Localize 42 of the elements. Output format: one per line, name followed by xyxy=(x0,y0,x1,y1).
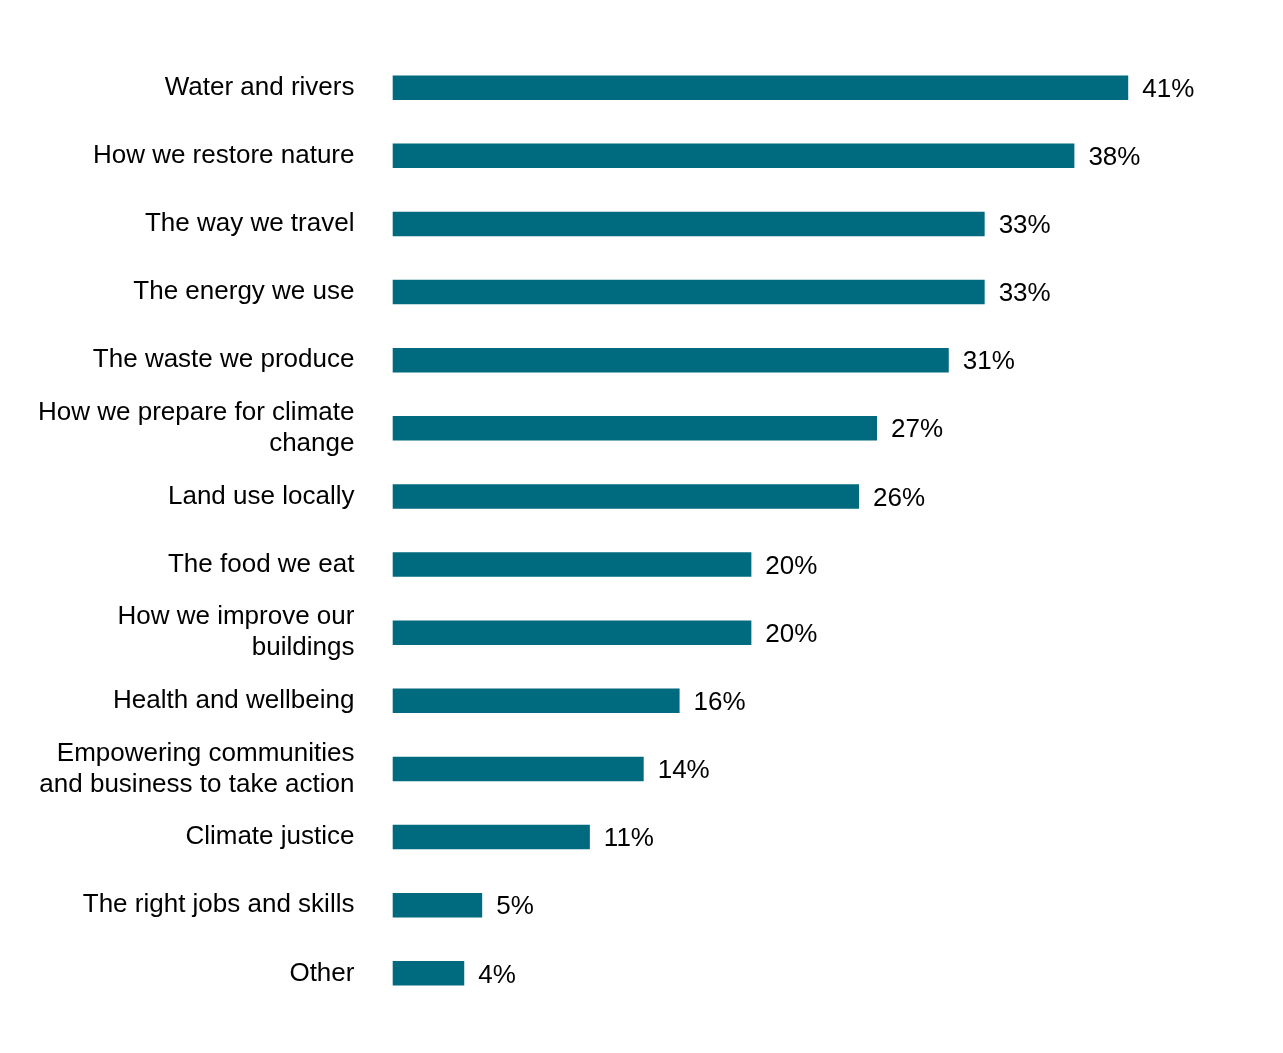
data-label: 33% xyxy=(998,209,1051,240)
data-label: 20% xyxy=(765,617,818,648)
y-tick-label: Land use locally xyxy=(167,479,355,510)
bar xyxy=(392,552,752,577)
y-tick-label: The energy we use xyxy=(133,275,355,306)
data-label: 11% xyxy=(603,822,654,853)
data-label: 26% xyxy=(873,481,926,512)
bar xyxy=(392,620,752,645)
bar xyxy=(392,688,680,714)
bar xyxy=(392,211,985,237)
bar xyxy=(392,347,949,373)
y-tick-label: The way we travel xyxy=(144,207,355,238)
data-label: 27% xyxy=(890,413,944,444)
y-tick-label: The waste we produce xyxy=(92,343,355,374)
data-label: 5% xyxy=(496,890,534,921)
y-tick-label: How we restore nature xyxy=(92,138,355,169)
bar xyxy=(392,756,644,782)
y-tick-label: Water and rivers xyxy=(164,70,355,101)
y-tick-label: The food we eat xyxy=(167,547,356,578)
bar xyxy=(392,416,877,441)
bar xyxy=(392,824,590,850)
y-tick-label: The right jobs and skills xyxy=(82,888,355,919)
bar xyxy=(392,75,1129,100)
y-tick-label: How we prepare for climate change xyxy=(37,395,355,458)
data-label: 14% xyxy=(657,754,710,785)
data-label: 4% xyxy=(478,958,516,989)
data-label: 38% xyxy=(1088,140,1141,171)
bar xyxy=(392,279,985,305)
data-label: 16% xyxy=(693,685,746,716)
y-tick-label: How we improve our buildings xyxy=(117,600,355,662)
data-label: 33% xyxy=(998,277,1051,308)
y-tick-label: Other xyxy=(289,956,355,987)
data-label: 31% xyxy=(962,345,1015,376)
bar xyxy=(392,892,483,918)
y-tick-label: Empowering communities and business to take action xyxy=(39,736,355,798)
data-label: 20% xyxy=(765,549,818,580)
y-tick-label: Climate justice xyxy=(185,820,355,851)
bar xyxy=(392,484,860,509)
bar xyxy=(392,961,465,986)
y-tick-label: Health and wellbeing xyxy=(113,683,355,714)
data-label: 41% xyxy=(1142,72,1195,103)
bar xyxy=(392,143,1075,169)
